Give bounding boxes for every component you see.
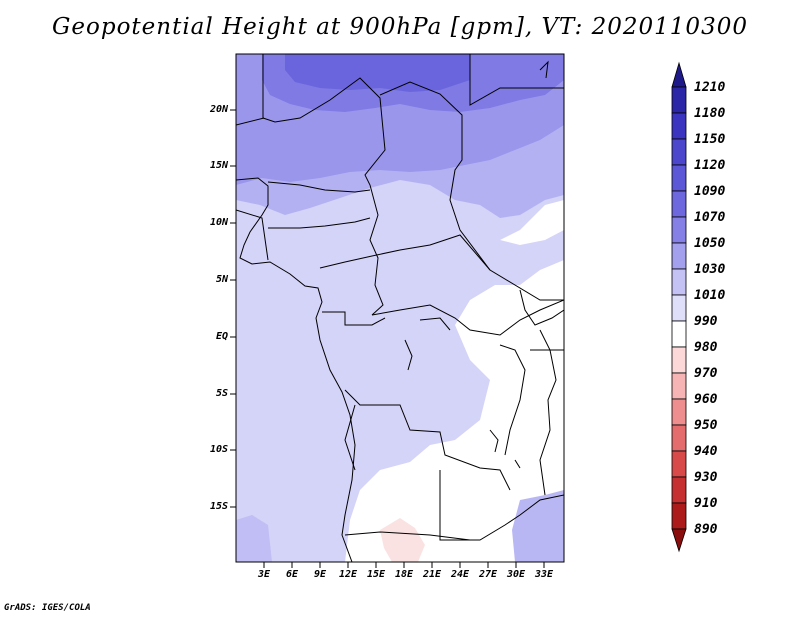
colorbar-label: 910 — [694, 496, 718, 511]
axis-ticks — [230, 109, 545, 568]
lon-label: 15E — [366, 569, 386, 580]
colorbar-label: 1120 — [694, 158, 726, 173]
lon-label: 24E — [450, 569, 470, 580]
colorbar-segment — [671, 476, 687, 504]
lon-label: 21E — [422, 569, 442, 580]
lon-label: 27E — [478, 569, 498, 580]
colorbar-segment — [671, 450, 687, 478]
map-frame — [235, 53, 565, 563]
lat-label: 5S — [215, 388, 228, 399]
colorbar-label: 980 — [694, 340, 718, 355]
colorbar-label: 1210 — [694, 80, 726, 95]
colorbar-label: 1150 — [694, 132, 726, 147]
colorbar-segment — [671, 346, 687, 374]
colorbar-label: 890 — [694, 522, 718, 537]
shaded-field — [236, 54, 564, 562]
colorbar-label: 1180 — [694, 106, 726, 121]
lat-label: 20N — [209, 104, 228, 115]
lon-label: 6E — [285, 569, 299, 580]
colorbar-segment — [671, 294, 687, 322]
lon-label: 30E — [506, 569, 526, 580]
colorbar-label: 1050 — [694, 236, 726, 251]
colorbar-label: 940 — [694, 444, 718, 459]
colorbar-label: 1090 — [694, 184, 726, 199]
colorbar-segment — [671, 190, 687, 218]
colorbar-segment — [671, 86, 687, 114]
colorbar-label: 950 — [694, 418, 718, 433]
colorbar-segment — [671, 138, 687, 166]
colorbar-segment — [671, 216, 687, 244]
lat-label: 5N — [215, 274, 228, 285]
colorbar-label: 930 — [694, 470, 718, 485]
colorbar-segment — [671, 320, 687, 348]
colorbar-label: 1010 — [694, 288, 726, 303]
colorbar-label: 960 — [694, 392, 718, 407]
lat-label: 10S — [209, 444, 228, 455]
colorbar-segment — [671, 502, 687, 530]
colorbar — [671, 61, 687, 553]
lon-label: 12E — [338, 569, 358, 580]
lon-label: 33E — [534, 569, 554, 580]
lon-label: 18E — [394, 569, 414, 580]
colorbar-segment — [671, 372, 687, 400]
colorbar-top-arrow — [671, 61, 687, 88]
colorbar-bottom-arrow — [671, 528, 687, 553]
colorbar-segment — [671, 112, 687, 140]
lat-label: 10N — [209, 217, 228, 228]
colorbar-label: 1030 — [694, 262, 726, 277]
lon-label: 3E — [257, 569, 271, 580]
coastlines — [236, 54, 564, 562]
lat-label: EQ — [215, 331, 228, 342]
colorbar-label: 990 — [694, 314, 718, 329]
colorbar-segment — [671, 242, 687, 270]
lon-label: 9E — [313, 569, 327, 580]
colorbar-label: 1070 — [694, 210, 726, 225]
colorbar-segment — [671, 424, 687, 452]
lat-label: 15N — [209, 160, 228, 171]
colorbar-segment — [671, 398, 687, 426]
map-title: Geopotential Height at 900hPa [gpm], VT:… — [52, 14, 748, 40]
colorbar-segment — [671, 164, 687, 192]
credit-text: GrADS: IGES/COLA — [4, 603, 91, 613]
colorbar-label: 970 — [694, 366, 718, 381]
lat-label: 15S — [209, 501, 228, 512]
colorbar-segment — [671, 268, 687, 296]
